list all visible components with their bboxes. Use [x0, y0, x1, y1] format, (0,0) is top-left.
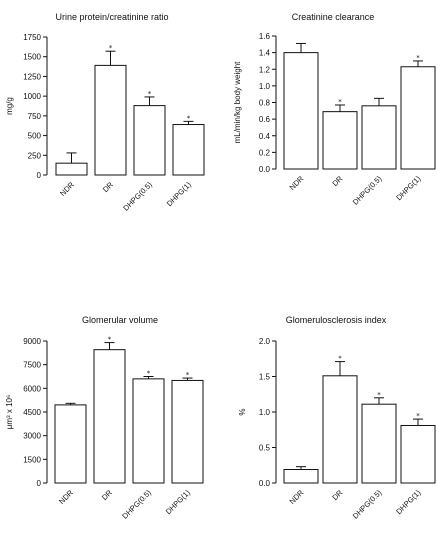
x-category-label: DR [330, 174, 344, 188]
y-tick-label: 1750 [23, 33, 41, 42]
y-tick-label: 0.8 [259, 99, 271, 108]
significance-marker: * [187, 114, 191, 122]
x-category-label: DHPG(0.5) [121, 180, 154, 213]
y-tick-label: 1.6 [259, 32, 271, 41]
y-tick-label: 0.6 [259, 115, 271, 124]
x-category-label: NDR [58, 180, 76, 198]
x-category-label: DR [101, 180, 115, 194]
y-tick-label: 1.0 [259, 82, 271, 91]
bar [132, 378, 165, 484]
chart-title: Glomerulosclerosis index [286, 315, 387, 325]
bar [54, 404, 87, 484]
bar [133, 105, 166, 176]
x-category-label: DHPG(1) [164, 488, 193, 517]
x-category-label: DR [100, 488, 114, 502]
bar [400, 424, 436, 484]
y-axis-label: μm³ x 10⁶ [5, 395, 14, 430]
bar [172, 124, 205, 176]
significance-marker: * [377, 391, 381, 399]
significance-marker: * [109, 44, 113, 52]
y-tick-label: 750 [28, 112, 42, 121]
y-tick-label: 250 [28, 151, 42, 160]
y-tick-label: 500 [28, 132, 42, 141]
y-tick-label: 0 [37, 171, 42, 180]
chart-title: Glomerular volume [82, 315, 158, 325]
y-tick-label: 0.5 [259, 444, 271, 453]
significance-marker: * [338, 98, 342, 106]
y-tick-label: 3000 [23, 432, 41, 441]
y-tick-label: 4500 [23, 408, 41, 417]
bar [283, 52, 319, 170]
x-category-label: DR [330, 488, 344, 502]
x-category-label: DHPG(1) [394, 488, 423, 517]
y-axis-label: % [238, 408, 247, 415]
significance-marker: * [148, 90, 152, 98]
significance-marker: * [186, 371, 190, 379]
panel-urine-protein: Urine protein/creatinine ratio mg/g 0 250 50… [5, 12, 205, 213]
y-tick-label: 1.5 [259, 373, 271, 382]
panel-glomerular-volume: Glomerular volume μm³ x 10⁶ 0 1500 3000 4500 6… [5, 315, 204, 521]
x-category-label: NDR [288, 174, 306, 192]
y-tick-label: 0.0 [259, 165, 271, 174]
bar [361, 105, 397, 170]
significance-marker: * [147, 370, 151, 378]
bar [94, 64, 127, 176]
significance-marker: * [338, 355, 342, 363]
y-tick-label: 0.0 [259, 479, 271, 488]
bar [171, 379, 204, 484]
y-tick-label: 7500 [23, 361, 41, 370]
chart-title: Urine protein/creatinine ratio [55, 12, 168, 22]
y-tick-label: 1.4 [259, 49, 271, 58]
x-category-label: NDR [57, 488, 75, 506]
bar [322, 111, 358, 170]
y-axis-label: mg/g [5, 97, 14, 115]
y-tick-label: 1000 [23, 92, 41, 101]
y-tick-label: 2.0 [259, 337, 271, 346]
bar [322, 375, 358, 484]
bar [283, 469, 319, 484]
y-axis-label: mL/min/kg body weight [233, 61, 242, 144]
significance-marker: * [416, 412, 420, 420]
y-tick-label: 1250 [23, 72, 41, 81]
y-tick-label: 1500 [23, 455, 41, 464]
significance-marker: * [108, 336, 112, 344]
x-category-label: NDR [288, 488, 306, 506]
x-category-label: DHPG(0.5) [351, 488, 384, 521]
x-category-label: DHPG(0.5) [351, 174, 384, 207]
x-category-label: DHPG(0.5) [120, 488, 153, 521]
bar [93, 349, 126, 484]
y-tick-label: 0.4 [259, 132, 271, 141]
y-tick-label: 0.2 [259, 148, 271, 157]
y-tick-label: 9000 [23, 337, 41, 346]
bar [361, 403, 397, 484]
y-tick-label: 1.2 [259, 65, 271, 74]
x-category-label: DHPG(1) [165, 180, 194, 209]
panel-creatinine-clearance: Creatinine clearance mL/min/kg body weigh… [233, 12, 436, 207]
bar [400, 66, 436, 170]
y-tick-label: 6000 [23, 384, 41, 393]
chart-title: Creatinine clearance [292, 12, 375, 22]
y-tick-label: 1500 [23, 53, 41, 62]
y-tick-label: 1.0 [259, 408, 271, 417]
bar [55, 162, 88, 176]
significance-marker: * [416, 54, 420, 62]
y-tick-label: 0 [37, 479, 42, 488]
panel-glomerulosclerosis-index: Glomerulosclerosis index% 0.0 0.5 1.0 1.5 2.0… [238, 315, 436, 521]
x-category-label: DHPG(1) [394, 174, 423, 203]
